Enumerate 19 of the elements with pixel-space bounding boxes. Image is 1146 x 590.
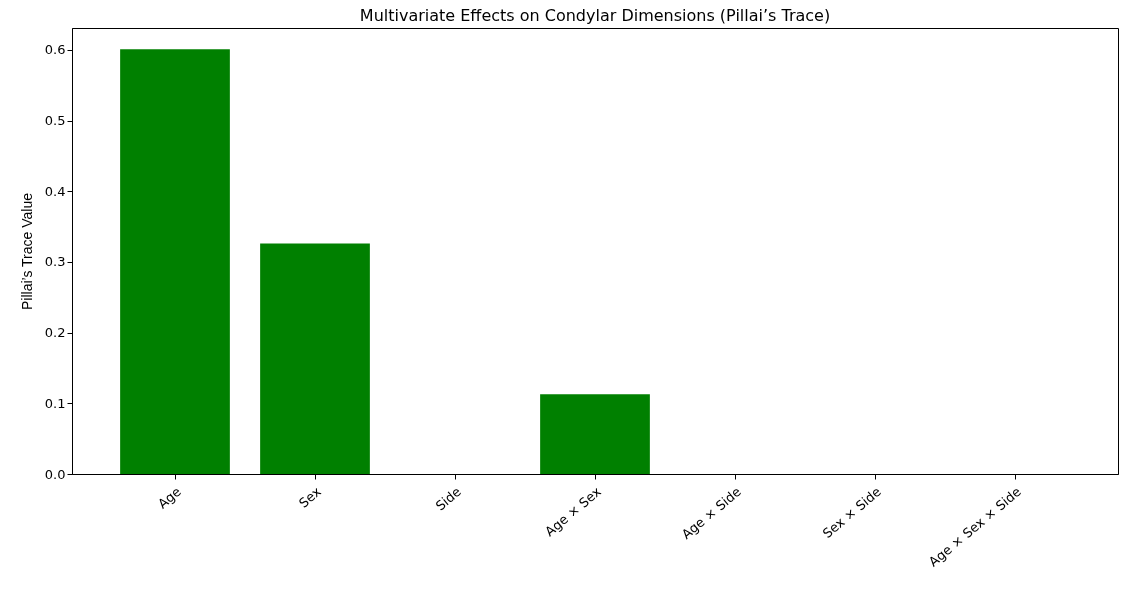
x-tick-label: Sex × Side (819, 483, 884, 542)
y-tick-label: 0.3 (44, 254, 66, 270)
x-tick-label: Side (432, 483, 464, 514)
x-tick-label: Age × Side (678, 483, 744, 543)
bar (120, 49, 230, 474)
y-axis-title: Pillai’s Trace Value (18, 192, 35, 310)
y-tick-label: 0.6 (44, 42, 66, 58)
y-tick-label: 0.5 (44, 113, 66, 129)
bar (260, 243, 370, 474)
y-tick-label: 0.0 (44, 466, 66, 482)
chart-title: Multivariate Effects on Condylar Dimensions (Pillai’s Trace) (359, 6, 831, 25)
bar (540, 394, 650, 474)
y-tick-label: 0.2 (44, 325, 66, 341)
x-tick-label: Age × Sex × Side (925, 483, 1024, 570)
x-tick-label: Sex (296, 483, 325, 511)
y-tick-label: 0.1 (44, 395, 66, 411)
x-tick-label: Age × Sex (542, 483, 605, 540)
y-tick-label: 0.4 (44, 183, 66, 199)
x-tick-label: Age (154, 483, 184, 512)
